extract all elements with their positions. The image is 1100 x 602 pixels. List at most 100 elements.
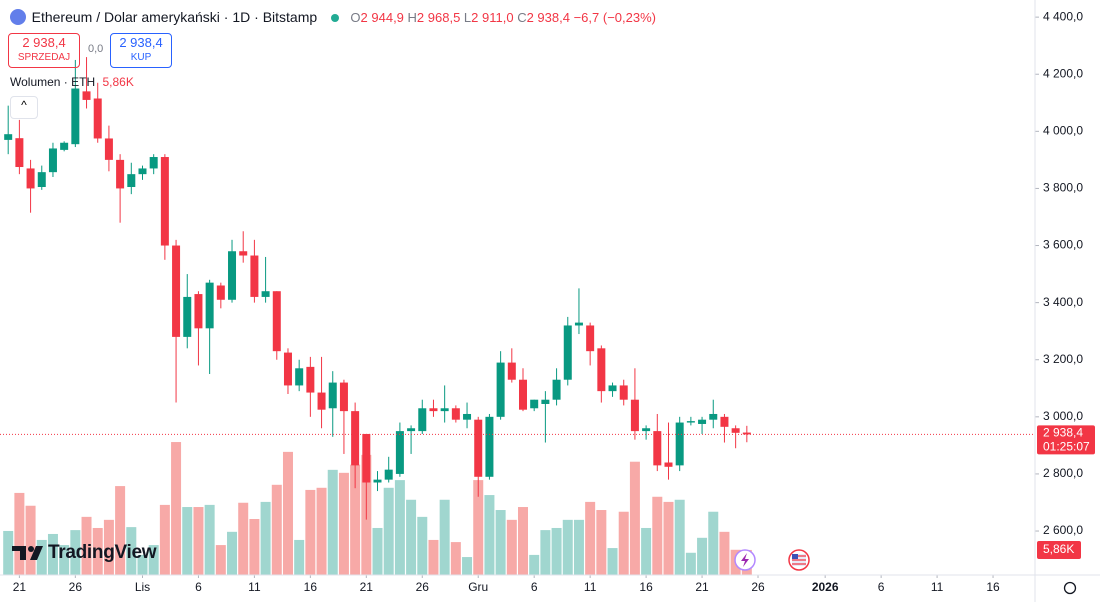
candle-body: [474, 419, 483, 477]
flag-canton: [792, 554, 798, 559]
candle-body: [60, 142, 69, 150]
candle-body: [48, 148, 57, 173]
volume-bar: [327, 469, 338, 575]
volume-bar: [3, 530, 14, 575]
x-tick-label: 16: [639, 580, 653, 594]
axes-layer: 4 400,0 4 200,0 4 000,0 3 800,0 3 600,0 3 400…: [0, 9, 1095, 594]
volume-bar: [708, 511, 719, 575]
candle-body: [306, 366, 315, 393]
symbol-title[interactable]: Ethereum / Dolar amerykański · 1D · Bits…: [31, 9, 318, 25]
candle-body: [127, 174, 136, 188]
candle-body: [373, 479, 382, 483]
volume-tag-value: 5,86K: [1043, 542, 1074, 556]
candle-body: [149, 157, 158, 169]
y-tick-label: 3 800,0: [1043, 181, 1083, 195]
volume-bar: [103, 519, 114, 575]
volume-bar: [529, 554, 540, 575]
candle-body: [642, 428, 651, 432]
y-tick-label: 3 400,0: [1043, 295, 1083, 309]
candle-body: [351, 411, 360, 466]
buy-label: KUP: [130, 52, 152, 63]
candle-body: [250, 255, 259, 297]
sell-button[interactable]: 2 938,4 SPRZEDAJ: [8, 33, 80, 68]
candle-body: [519, 379, 527, 410]
price-tag: [1037, 425, 1095, 455]
x-tick-label: 11: [931, 580, 944, 594]
volume-bar: [36, 539, 47, 575]
candle-body: [653, 431, 662, 466]
candle-body: [71, 88, 80, 145]
buy-button[interactable]: 2 938,4 KUP: [110, 33, 172, 68]
volume-bar: [462, 557, 473, 575]
volume-bar: [506, 519, 517, 575]
volume-bar: [282, 451, 293, 575]
candle-body: [630, 399, 639, 432]
candle-body: [552, 379, 561, 400]
volume-bar: [394, 480, 405, 575]
volume-bar: [227, 531, 238, 575]
candle-body: [15, 138, 24, 168]
candle-body: [205, 282, 214, 329]
x-tick-label: 11: [584, 580, 597, 594]
volume-bar: [685, 552, 696, 575]
candle-body: [463, 413, 472, 420]
volume-bar: [25, 505, 36, 575]
volume-bar: [518, 507, 528, 575]
volume-bar: [417, 516, 428, 575]
y-tick-label: 2 800,0: [1043, 466, 1083, 480]
logo-t: [12, 546, 26, 560]
x-tick-label: 21: [13, 580, 27, 594]
event-bolt: [741, 553, 749, 567]
volume-bar: [596, 510, 607, 575]
volume-bar: [573, 519, 584, 575]
y-tick-label: 3 600,0: [1043, 238, 1083, 252]
l-value: 2 911,0: [471, 10, 514, 25]
volume-bar: [629, 461, 640, 575]
volume-bar: [193, 507, 204, 575]
candle-body: [138, 168, 147, 175]
volume-bar: [305, 489, 316, 575]
volume-bar: [562, 519, 573, 575]
volume-bar: [618, 511, 629, 575]
volume-bar: [406, 499, 417, 575]
volume-bar: [663, 501, 674, 575]
candle-body: [295, 368, 304, 386]
candle-body: [731, 428, 740, 433]
volume-bar: [350, 464, 361, 575]
volume-bar: [652, 496, 663, 575]
candle-body: [272, 291, 281, 352]
volume-bar: [14, 492, 25, 575]
x-tick-label: Gru: [468, 580, 488, 594]
l-label: L: [463, 10, 472, 25]
volume-bar: [495, 510, 506, 575]
volume-bar: [372, 527, 383, 575]
candle-body: [104, 138, 113, 160]
candle-body: [563, 325, 572, 380]
candle-body: [686, 421, 695, 423]
volume-value: 5,86K: [102, 75, 134, 89]
candle-body: [507, 362, 516, 380]
candle-body: [664, 462, 673, 467]
candle-body: [183, 296, 192, 337]
collapse-button[interactable]: ^: [10, 96, 38, 119]
volume-bar: [115, 486, 126, 575]
price-tag-value: 2 938,4: [1043, 426, 1083, 440]
settings-icon[interactable]: [1063, 581, 1077, 595]
volume-bar: [47, 533, 58, 575]
volume-bar: [159, 504, 170, 575]
volume-bar: [338, 472, 349, 575]
y-tick-label: 4 000,0: [1043, 124, 1083, 138]
x-tick-label: 26: [69, 580, 83, 594]
candle-body: [485, 416, 494, 477]
h-label: H: [407, 10, 417, 25]
brand: TradingView: [48, 542, 157, 563]
x-tick-label: 16: [986, 580, 1000, 594]
candle-body: [407, 428, 416, 432]
volume-bar: [182, 507, 193, 575]
candle-body: [116, 159, 125, 189]
logo-dot: [28, 546, 34, 552]
volume-bar: [260, 501, 271, 575]
volume-bar: [697, 537, 708, 575]
volume-bar: [204, 504, 215, 575]
